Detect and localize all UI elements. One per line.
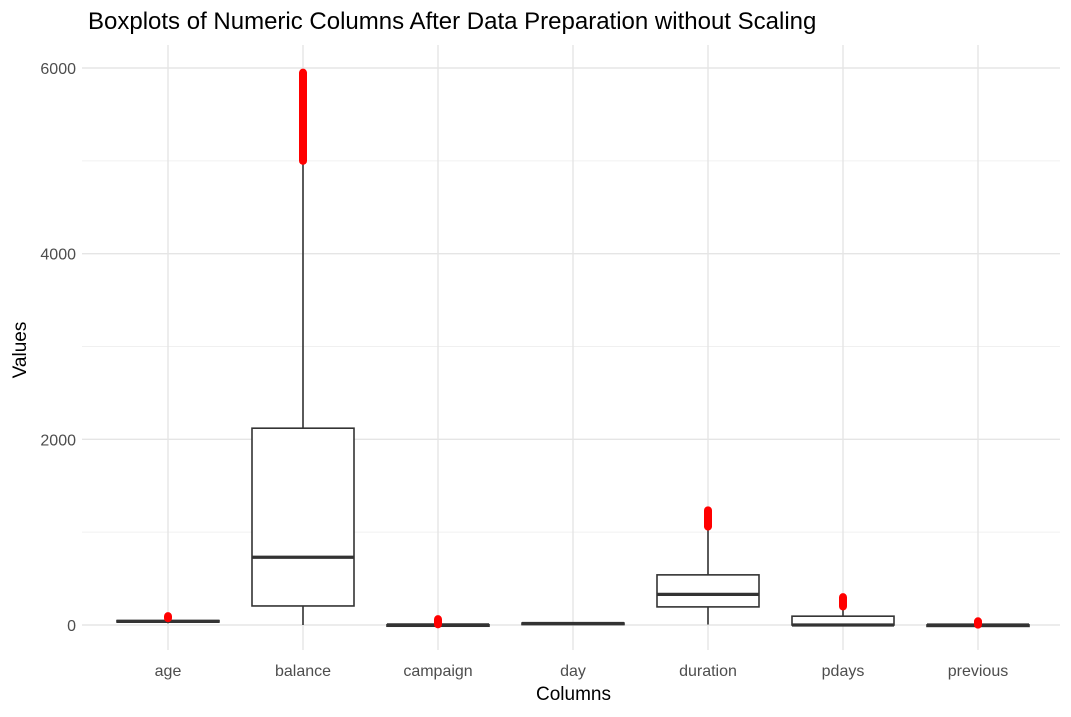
x-tick-label: campaign [403, 663, 472, 680]
box-balance [251, 68, 355, 625]
x-tick-label: age [155, 663, 182, 680]
x-tick-label: previous [948, 663, 1008, 680]
box-iqr [251, 427, 355, 607]
x-tick-label: day [560, 663, 586, 680]
boxplot-series [116, 68, 1030, 629]
box-day [521, 621, 625, 626]
y-axis-ticks: 0 2000 4000 6000 [40, 61, 76, 635]
box-iqr [656, 574, 760, 608]
chart-title: Boxplots of Numeric Columns After Data P… [88, 8, 817, 35]
y-tick-label: 2000 [40, 432, 76, 449]
y-tick-label: 4000 [40, 247, 76, 264]
x-tick-label: pdays [822, 663, 865, 680]
box-duration [656, 506, 760, 625]
x-tick-label: balance [275, 663, 331, 680]
box-campaign [386, 615, 490, 629]
y-tick-label: 6000 [40, 61, 76, 78]
x-axis-title: Columns [536, 684, 611, 705]
box-age [116, 612, 220, 624]
x-axis-ticks: age balance campaign day duration pdays previo… [155, 663, 1009, 680]
x-tick-label: duration [679, 663, 737, 680]
box-pdays [791, 593, 895, 627]
box-previous [926, 617, 1030, 629]
y-tick-label: 0 [67, 618, 76, 635]
grid-lines [82, 45, 1060, 650]
